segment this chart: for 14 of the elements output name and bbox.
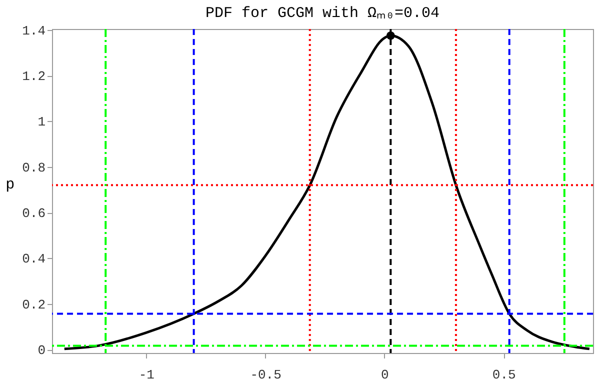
x-tick-label: -1 (138, 368, 155, 382)
x-tick-label: 0.5 (492, 368, 516, 382)
y-tick-label: 1.2 (22, 69, 46, 84)
y-tick-label: 0 (38, 343, 46, 358)
y-tick-label: 0.2 (22, 297, 46, 312)
y-tick-label: 0.8 (22, 160, 46, 176)
y-tick-label: 0.6 (22, 206, 46, 222)
x-tick-label: 0 (381, 368, 389, 382)
chart-title: PDF for GCGM with Ωₘ₀=0.04 (205, 4, 440, 22)
y-tick-label: 1 (38, 114, 46, 130)
y-axis-title: p (6, 176, 15, 194)
x-tick-label: -0.5 (250, 368, 282, 382)
y-tick-label: 0.4 (22, 252, 46, 267)
y-tick-label: 1.4 (22, 23, 46, 38)
